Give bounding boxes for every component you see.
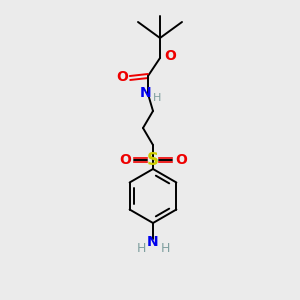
Text: O: O	[116, 70, 128, 84]
Text: H: H	[136, 242, 146, 256]
Text: H: H	[153, 93, 161, 103]
Text: O: O	[175, 153, 187, 167]
Text: O: O	[164, 49, 176, 63]
Text: N: N	[140, 86, 152, 100]
Text: H: H	[160, 242, 170, 256]
Text: O: O	[119, 153, 131, 167]
Text: S: S	[147, 151, 159, 169]
Text: N: N	[147, 235, 159, 249]
